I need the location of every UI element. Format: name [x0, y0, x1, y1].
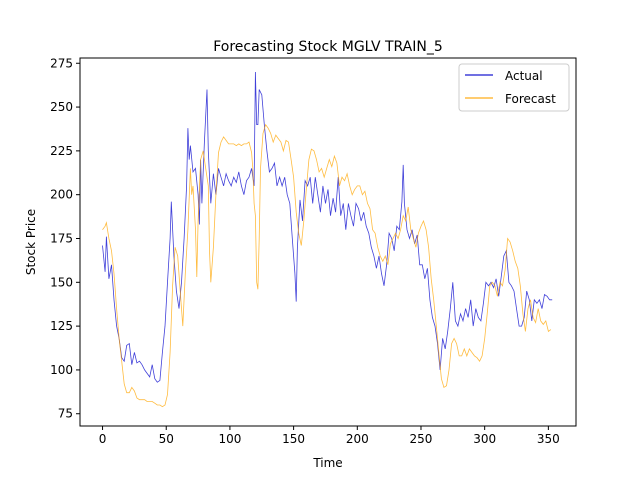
y-tick-label: 175: [50, 231, 73, 245]
x-tick-label: 50: [159, 432, 174, 446]
y-tick-label: 200: [50, 188, 73, 202]
x-tick-label: 0: [99, 432, 107, 446]
x-axis: 0 50 100 150 200 250 300 350: [99, 426, 560, 446]
legend: Actual Forecast: [458, 63, 570, 112]
series-layer: [102, 71, 553, 408]
y-axis: 75 100 125 150 175 200 225 250 275: [50, 56, 80, 421]
x-tick-label: 200: [346, 432, 369, 446]
legend-label-forecast: Forecast: [505, 92, 556, 106]
x-tick-label: 150: [282, 432, 305, 446]
series-line-actual: [102, 71, 553, 383]
chart-title: Forecasting Stock MGLV TRAIN_5: [213, 39, 443, 55]
x-axis-label: Time: [312, 456, 342, 470]
y-tick-label: 275: [50, 56, 73, 70]
y-tick-label: 225: [50, 144, 73, 158]
x-tick-label: 100: [218, 432, 241, 446]
y-tick-label: 150: [50, 275, 73, 289]
y-tick-label: 75: [58, 407, 73, 421]
x-tick-label: 350: [537, 432, 560, 446]
x-tick-label: 250: [410, 432, 433, 446]
y-tick-label: 250: [50, 100, 73, 114]
series-line-forecast: [102, 123, 552, 408]
legend-label-actual: Actual: [505, 69, 543, 83]
y-tick-label: 100: [50, 363, 73, 377]
y-axis-label: Stock Price: [24, 209, 38, 275]
y-tick-label: 125: [50, 319, 73, 333]
plot-frame: [79, 57, 577, 427]
x-tick-label: 300: [473, 432, 496, 446]
